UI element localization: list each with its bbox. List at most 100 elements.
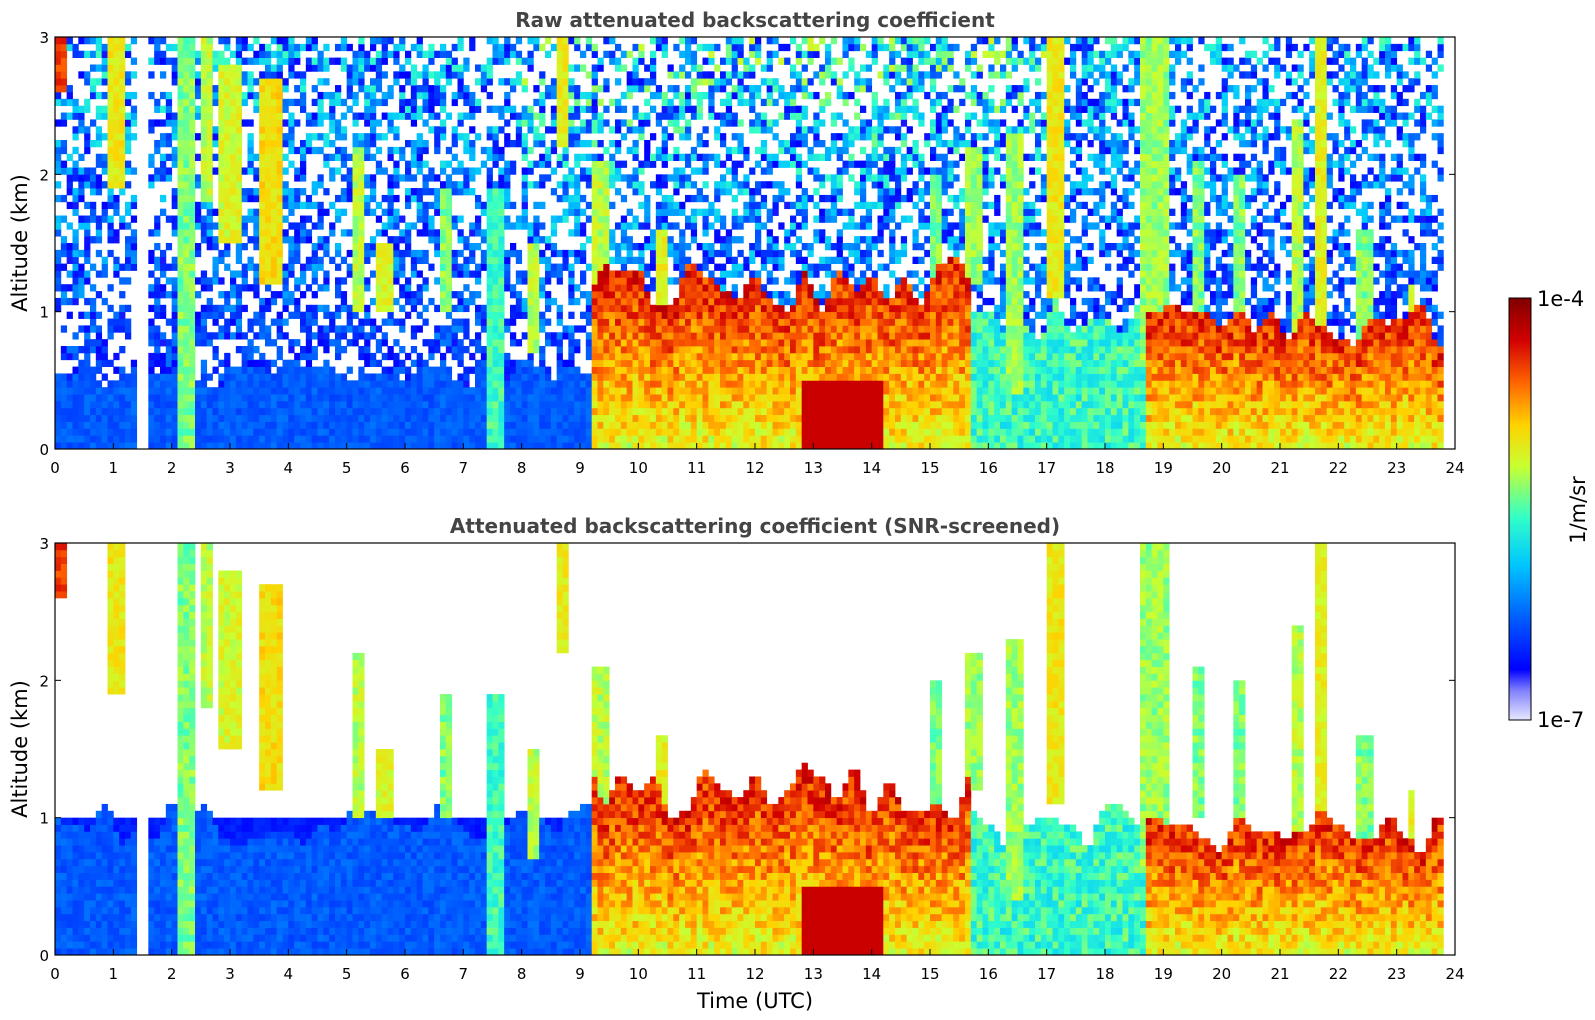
heatmap-cell <box>177 215 184 223</box>
heatmap-cell <box>527 318 534 326</box>
heatmap-cell <box>585 339 593 347</box>
heatmap-cell <box>160 373 167 381</box>
heatmap-cell <box>521 208 528 216</box>
heatmap-cell <box>597 174 604 182</box>
heatmap-cell <box>399 256 406 264</box>
heatmap-cell <box>107 215 114 223</box>
heatmap-cell <box>101 352 108 361</box>
heatmap-cell <box>591 325 598 333</box>
heatmap-cell <box>340 400 348 409</box>
heatmap-cell <box>399 304 406 313</box>
heatmap-cell <box>580 256 587 264</box>
heatmap-cell <box>195 153 202 161</box>
heatmap-cell <box>597 263 604 271</box>
heatmap-cell <box>224 85 231 93</box>
heatmap-cell <box>603 249 610 258</box>
heatmap-cell <box>265 270 272 278</box>
heatmap-cell <box>574 91 581 100</box>
heatmap-cell <box>562 435 569 443</box>
heatmap-cell <box>171 153 178 161</box>
heatmap-cell <box>440 243 447 251</box>
heatmap-cell <box>585 181 593 189</box>
heatmap-cell <box>72 126 79 134</box>
heatmap-cell <box>702 215 709 223</box>
heatmap-cell <box>323 160 330 168</box>
heatmap-cell <box>737 373 744 381</box>
heatmap-cell <box>469 394 476 402</box>
heatmap-cell <box>189 57 196 65</box>
heatmap-cell <box>568 332 575 340</box>
heatmap-cell <box>189 380 196 388</box>
heatmap-cell <box>661 332 668 340</box>
heatmap-cell <box>288 291 295 299</box>
heatmap-cell <box>696 194 703 203</box>
heatmap-cell <box>107 140 114 148</box>
heatmap-cell <box>445 380 453 388</box>
heatmap-cell <box>171 126 178 134</box>
heatmap-cell <box>457 71 464 79</box>
heatmap-cell <box>609 346 616 354</box>
heatmap-cell <box>591 98 598 107</box>
heatmap-cell <box>358 325 365 333</box>
heatmap-cell <box>95 133 103 141</box>
heatmap-cell <box>241 421 248 429</box>
heatmap-cell <box>463 366 470 374</box>
heatmap-cell <box>708 394 715 402</box>
heatmap-cell <box>550 380 558 388</box>
heatmap-cell <box>72 284 79 292</box>
heatmap-cell <box>235 43 243 52</box>
heatmap-cell <box>434 304 441 313</box>
heatmap-cell <box>539 98 546 107</box>
heatmap-cell <box>317 78 324 86</box>
heatmap-cell <box>113 174 120 182</box>
heatmap-cell <box>545 243 552 251</box>
heatmap-cell <box>288 263 295 271</box>
heatmap-cell <box>708 366 715 374</box>
heatmap-cell <box>603 373 610 381</box>
heatmap-cell <box>731 394 738 402</box>
heatmap-cell <box>556 407 563 416</box>
heatmap-cell <box>101 339 108 347</box>
heatmap-cell <box>148 291 155 299</box>
heatmap-cell <box>731 291 738 299</box>
heatmap-cell <box>556 112 563 120</box>
heatmap-cell <box>55 249 62 258</box>
heatmap-cell <box>626 297 633 306</box>
heatmap-cell <box>265 332 272 340</box>
heatmap-cell <box>451 43 458 52</box>
heatmap-cell <box>154 428 161 436</box>
heatmap-cell <box>148 256 155 264</box>
heatmap-cell <box>259 50 266 58</box>
heatmap-cell <box>609 140 616 148</box>
heatmap-cell <box>655 91 663 100</box>
heatmap-cell <box>410 174 418 182</box>
heatmap-cell <box>690 146 698 155</box>
heatmap-cell <box>364 256 371 264</box>
heatmap-cell <box>148 428 155 436</box>
heatmap-cell <box>282 400 289 409</box>
heatmap-cell <box>638 325 645 333</box>
heatmap-cell <box>189 181 196 189</box>
heatmap-cell <box>206 64 213 72</box>
heatmap-cell <box>609 373 616 381</box>
heatmap-cell <box>615 435 622 443</box>
heatmap-cell <box>410 256 418 264</box>
heatmap-cell <box>416 43 423 52</box>
heatmap-cell <box>84 37 91 45</box>
heatmap-cell <box>235 222 243 230</box>
heatmap-cell <box>731 380 738 388</box>
heatmap-cell <box>428 352 435 361</box>
heatmap-cell <box>405 236 412 244</box>
heatmap-cell <box>615 105 622 113</box>
heatmap-cell <box>451 153 458 161</box>
heatmap-cell <box>644 373 651 381</box>
heatmap-cell <box>725 167 733 175</box>
heatmap-cell <box>95 50 103 58</box>
heatmap-cell <box>597 201 604 210</box>
heatmap-cell <box>492 421 499 429</box>
heatmap-cell <box>533 373 540 381</box>
heatmap-cell <box>661 160 668 168</box>
heatmap-cell <box>492 414 499 422</box>
heatmap-cell <box>218 442 225 449</box>
heatmap-cell <box>183 201 190 210</box>
